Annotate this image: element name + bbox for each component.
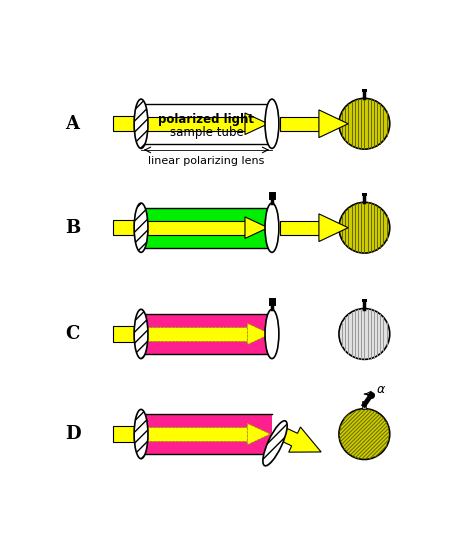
- Text: linear polarizing lens: linear polarizing lens: [148, 156, 265, 166]
- Polygon shape: [280, 427, 321, 452]
- Bar: [141, 208, 272, 248]
- Polygon shape: [247, 323, 271, 345]
- Circle shape: [339, 409, 390, 459]
- Ellipse shape: [265, 309, 279, 359]
- Polygon shape: [245, 113, 268, 135]
- Text: sample tube: sample tube: [170, 126, 243, 140]
- Bar: [141, 314, 272, 354]
- Bar: [362, 89, 367, 92]
- Bar: [147, 117, 245, 131]
- Circle shape: [339, 202, 390, 253]
- Text: B: B: [65, 219, 81, 236]
- Ellipse shape: [134, 203, 148, 252]
- Bar: [281, 117, 319, 131]
- Text: polarized light: polarized light: [158, 113, 255, 127]
- Bar: [113, 326, 134, 342]
- Text: D: D: [65, 425, 81, 443]
- Bar: [147, 427, 247, 441]
- Ellipse shape: [134, 309, 148, 359]
- Bar: [141, 414, 272, 454]
- Text: C: C: [65, 325, 80, 343]
- Ellipse shape: [265, 203, 279, 252]
- Polygon shape: [245, 217, 268, 239]
- Polygon shape: [319, 110, 348, 138]
- Bar: [362, 193, 367, 196]
- Ellipse shape: [265, 99, 279, 148]
- Bar: [113, 426, 134, 442]
- Bar: [113, 220, 134, 235]
- Bar: [113, 116, 134, 131]
- Ellipse shape: [134, 99, 148, 148]
- Bar: [281, 221, 319, 235]
- Text: A: A: [65, 115, 79, 133]
- Bar: [362, 401, 366, 409]
- Bar: [147, 221, 245, 235]
- Bar: [141, 104, 272, 144]
- Circle shape: [339, 309, 390, 359]
- Ellipse shape: [134, 409, 148, 459]
- Ellipse shape: [263, 421, 287, 466]
- Bar: [147, 327, 247, 341]
- Polygon shape: [247, 424, 271, 445]
- Bar: [362, 299, 367, 303]
- Text: α: α: [377, 383, 385, 395]
- Circle shape: [339, 98, 390, 149]
- Polygon shape: [319, 214, 348, 241]
